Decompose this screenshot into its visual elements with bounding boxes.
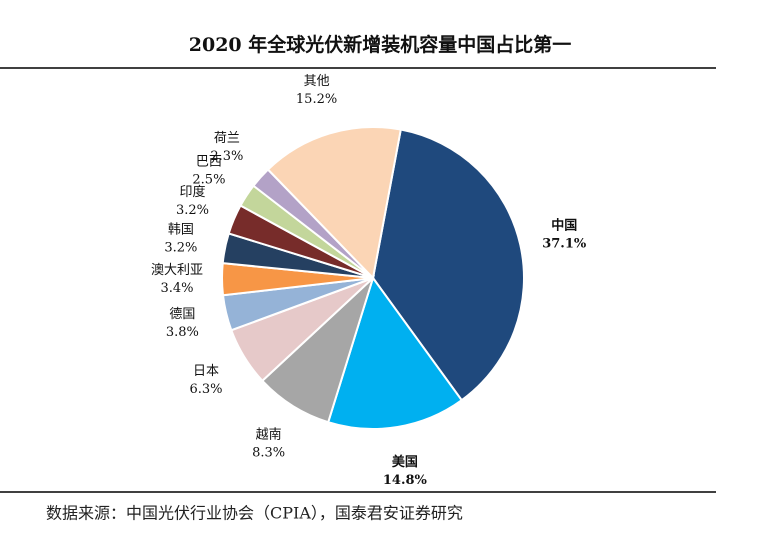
slice-label: 日本 — [193, 364, 219, 379]
slice-label: 荷兰 — [214, 131, 240, 146]
slice-label: 韩国 — [168, 223, 194, 238]
source: 数据来源：中国光伏行业协会（CPIA），国泰君安证券研究 — [46, 504, 463, 523]
value-label: 37.1% — [542, 236, 587, 251]
value-label: 8.3% — [252, 445, 285, 460]
value-label: 3.4% — [160, 281, 193, 296]
value-label: 3.2% — [164, 241, 197, 256]
value-label: 14.8% — [383, 473, 428, 488]
slice-label: 中国 — [551, 217, 577, 233]
value-label: 2.5% — [192, 172, 225, 187]
slice-label: 印度 — [179, 184, 205, 200]
value-label: 15.2% — [296, 92, 337, 107]
slice-label: 澳大利亚 — [151, 262, 203, 278]
value-label: 3.8% — [166, 325, 199, 340]
slice-label: 德国 — [169, 307, 195, 322]
pie-slice — [266, 126, 402, 281]
value-label: 6.3% — [189, 382, 222, 397]
slice-label: 美国 — [392, 454, 418, 470]
slice-label: 其他 — [304, 74, 330, 89]
value-label: 3.2% — [176, 203, 209, 218]
value-label: 2.3% — [210, 149, 243, 164]
chart-title: 2020 年全球光伏新增装机容量中国占比第一 — [189, 33, 572, 56]
pie-slice — [371, 128, 525, 402]
slice-label: 越南 — [256, 426, 282, 442]
slice-label: 巴西 — [196, 154, 222, 169]
